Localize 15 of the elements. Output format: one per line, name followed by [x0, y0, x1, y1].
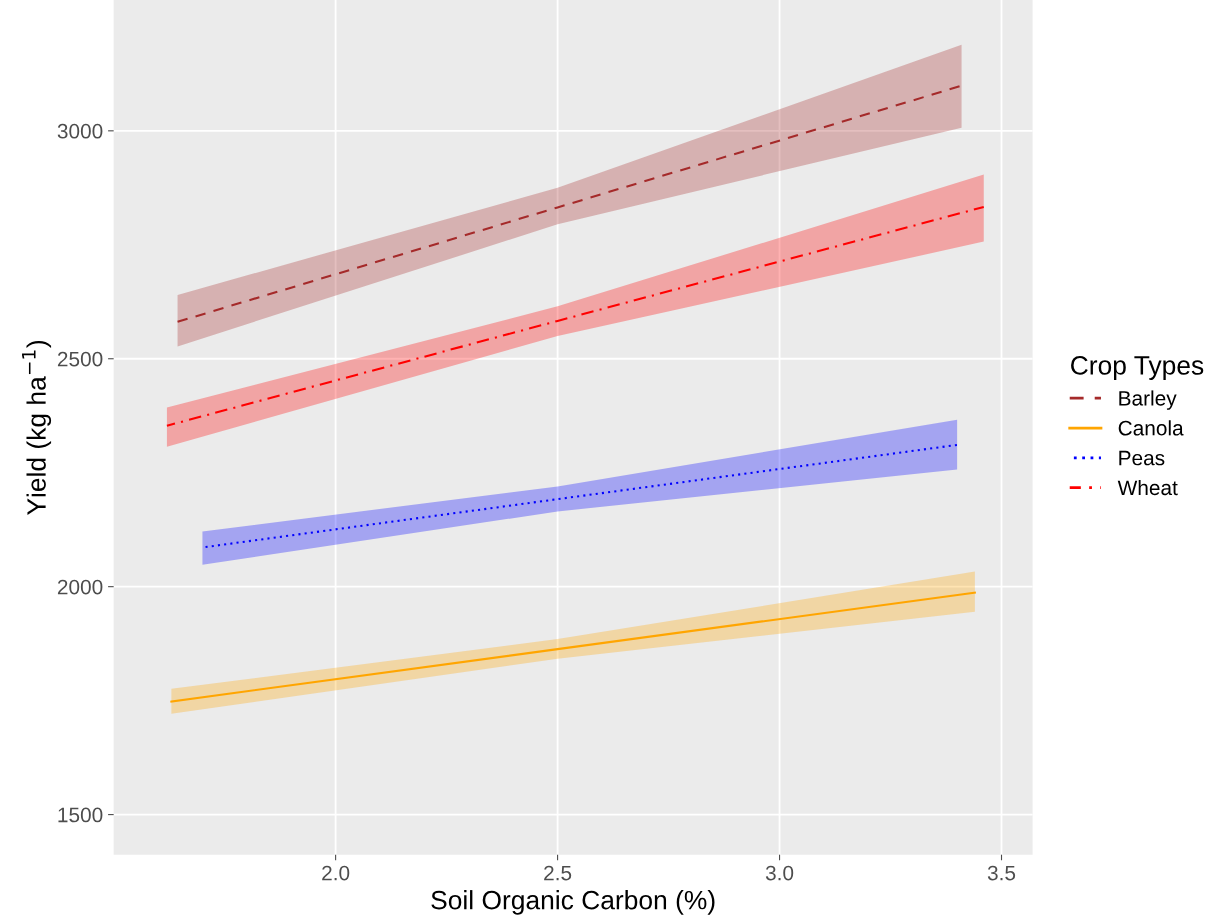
x-tick-label: 3.0	[765, 865, 794, 881]
y-axis-title: Yield (kg ha$^{−1}$)	[22, 340, 52, 516]
legend-label: Wheat	[1117, 479, 1178, 496]
legend-label: Canola	[1118, 420, 1184, 436]
y-tick-label: 2000	[57, 579, 103, 595]
x-tick-label: 3.5	[987, 865, 1016, 881]
legend-title: Crop Types	[1071, 356, 1204, 380]
y-tick-label: 2500	[57, 351, 103, 367]
x-tick-label: 2.0	[322, 865, 350, 881]
legend-label: Peas	[1119, 450, 1165, 466]
y-tick-label: 3000	[57, 123, 103, 139]
x-axis-title: Soil Organic Carbon (%)	[431, 890, 715, 915]
legend-label: Barley	[1119, 390, 1177, 410]
x-tick-label: 2.5	[544, 865, 572, 881]
y-tick-label: 1500	[58, 807, 103, 823]
